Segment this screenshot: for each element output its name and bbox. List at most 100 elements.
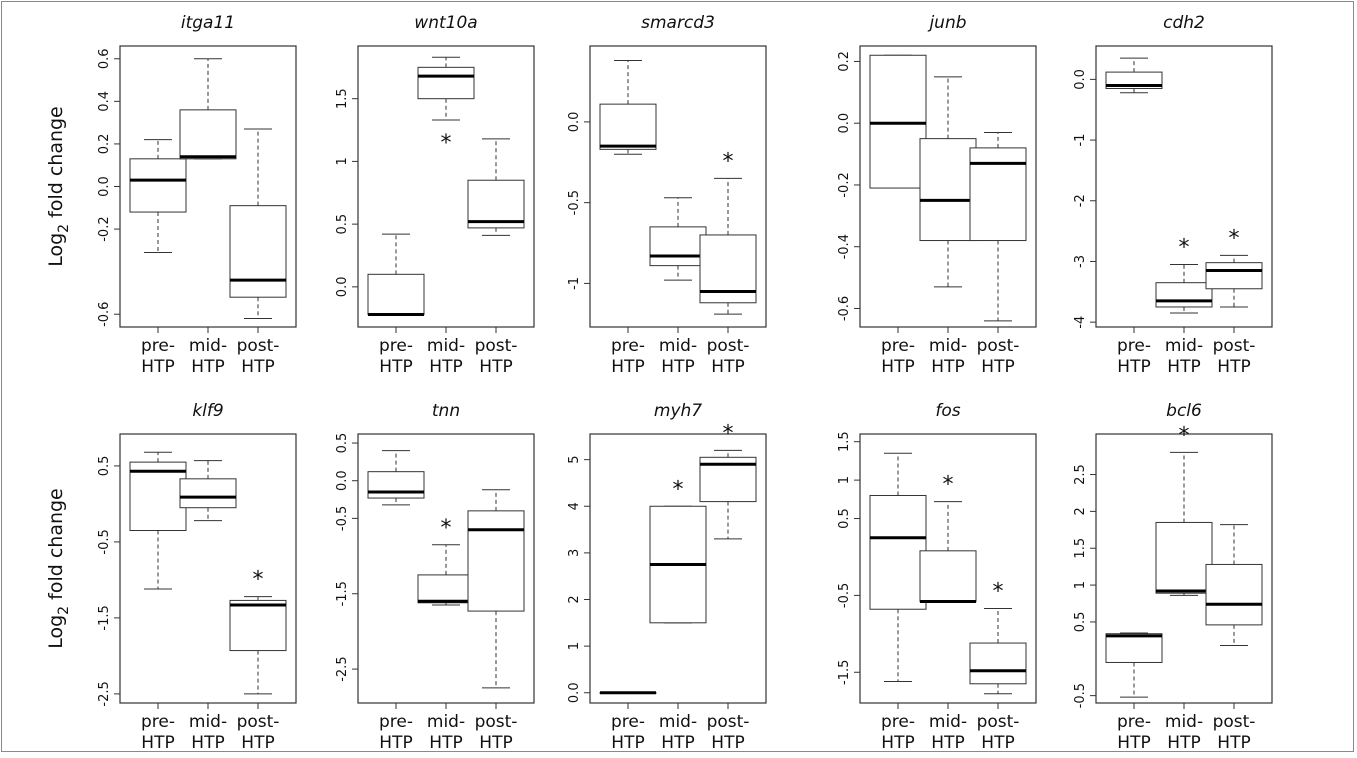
x-tick-label: HTP xyxy=(611,357,644,377)
y-tick-label: -2.5 xyxy=(335,656,350,681)
y-tick-label: -0.2 xyxy=(97,216,112,241)
x-tick-label: HTP xyxy=(1217,357,1250,377)
y-tick-label: 4 xyxy=(567,502,582,510)
box-iqr xyxy=(467,179,525,229)
y-tick-label: 2 xyxy=(567,595,582,603)
y-tick-label: -1.5 xyxy=(837,660,852,685)
box-pre-HTP xyxy=(1105,632,1163,698)
significance-star: * xyxy=(723,421,734,446)
x-tick-label: HTP xyxy=(479,733,512,753)
y-tick-label: 0.2 xyxy=(837,51,852,72)
x-tick-label: mid- xyxy=(189,712,227,732)
box-post-HTP: * xyxy=(229,568,287,695)
box-iqr xyxy=(869,54,927,189)
box-iqr xyxy=(417,574,475,604)
y-tick-label: 0.0 xyxy=(567,682,582,703)
panel-title: fos xyxy=(935,401,960,421)
x-tick-label: pre- xyxy=(141,336,175,356)
y-tick-label: 1.5 xyxy=(335,88,350,109)
box-iqr xyxy=(179,109,237,160)
box-post-HTP xyxy=(969,131,1027,322)
y-tick-label: -0.5 xyxy=(1073,683,1088,708)
box-post-HTP: * xyxy=(699,149,757,315)
box-iqr xyxy=(367,471,425,499)
y-tick-label: -0.5 xyxy=(837,583,852,608)
panel-itga11: itga11-0.6-0.20.00.20.40.6pre-HTPmid-HTP… xyxy=(97,13,297,377)
x-tick-label: pre- xyxy=(1117,336,1151,356)
y-tick-label: 0.0 xyxy=(837,113,852,134)
y-tick-label: 0.4 xyxy=(97,91,112,112)
box-iqr xyxy=(179,478,237,509)
x-tick-label: HTP xyxy=(479,357,512,377)
x-tick-label: HTP xyxy=(379,357,412,377)
x-tick-label: HTP xyxy=(379,733,412,753)
significance-star: * xyxy=(673,477,684,502)
box-iqr xyxy=(919,138,977,242)
panel-title: myh7 xyxy=(654,401,702,421)
box-iqr xyxy=(969,642,1027,685)
y-tick-label: 0.2 xyxy=(97,134,112,155)
y-tick-label: -2.5 xyxy=(97,681,112,706)
box-mid-HTP: * xyxy=(919,473,977,604)
y-tick-label: 0.5 xyxy=(335,214,350,235)
panel-bcl6: bcl6-0.50.511.522.5pre-HTP*mid-HTPpost-H… xyxy=(1073,401,1273,753)
x-tick-label: HTP xyxy=(931,357,964,377)
x-tick-label: HTP xyxy=(191,733,224,753)
box-pre-HTP xyxy=(869,54,927,189)
x-tick-label: post- xyxy=(1213,336,1256,356)
box-iqr xyxy=(1155,282,1213,308)
panel-title: klf9 xyxy=(192,401,223,421)
x-tick-label: mid- xyxy=(427,336,465,356)
box-iqr xyxy=(129,158,187,213)
box-iqr xyxy=(649,226,707,267)
box-iqr xyxy=(969,147,1027,242)
box-iqr xyxy=(599,103,657,150)
x-tick-label: mid- xyxy=(659,712,697,732)
y-tick-label: -1.5 xyxy=(97,605,112,630)
panel-title: wnt10a xyxy=(414,13,477,33)
y-tick-label: 5 xyxy=(567,456,582,464)
x-tick-label: HTP xyxy=(429,357,462,377)
box-post-HTP: * xyxy=(699,421,757,540)
significance-star: * xyxy=(723,149,734,174)
x-tick-label: mid- xyxy=(1165,712,1203,732)
box-iqr xyxy=(229,599,287,652)
x-tick-label: pre- xyxy=(611,712,645,732)
box-iqr xyxy=(919,550,977,603)
box-mid-HTP: * xyxy=(1155,423,1213,596)
y-tick-label: 3 xyxy=(567,549,582,557)
box-pre-HTP xyxy=(129,139,187,253)
x-tick-label: HTP xyxy=(1117,733,1150,753)
x-tick-label: pre- xyxy=(379,712,413,732)
y-tick-label: -0.5 xyxy=(97,529,112,554)
y-tick-label: 1.5 xyxy=(837,431,852,452)
box-mid-HTP: * xyxy=(417,56,475,156)
x-tick-label: pre- xyxy=(379,336,413,356)
box-mid-HTP xyxy=(179,460,237,522)
y-tick-label: -1 xyxy=(1073,134,1088,147)
y-tick-label: -0.6 xyxy=(837,296,852,321)
x-tick-label: post- xyxy=(237,336,280,356)
x-tick-label: HTP xyxy=(429,733,462,753)
panel-junb: junb-0.6-0.4-0.20.00.2pre-HTPmid-HTPpost… xyxy=(837,13,1037,377)
x-tick-label: HTP xyxy=(141,733,174,753)
x-tick-label: post- xyxy=(977,712,1020,732)
y-tick-label: 0.5 xyxy=(97,456,112,477)
x-tick-label: HTP xyxy=(661,357,694,377)
x-tick-label: HTP xyxy=(711,733,744,753)
x-tick-label: HTP xyxy=(241,733,274,753)
significance-star: * xyxy=(253,568,264,593)
y-tick-label: 1.5 xyxy=(1073,538,1088,559)
y-tick-label: 0.0 xyxy=(567,112,582,133)
y-axis-label-row-1: Log2 fold change xyxy=(45,106,72,267)
x-tick-label: HTP xyxy=(981,733,1014,753)
box-pre-HTP xyxy=(129,451,187,590)
y-tick-label: -0.5 xyxy=(335,506,350,531)
box-post-HTP: * xyxy=(1205,226,1263,308)
x-tick-label: HTP xyxy=(141,357,174,377)
x-tick-label: pre- xyxy=(881,336,915,356)
box-pre-HTP xyxy=(1105,57,1163,94)
x-tick-label: HTP xyxy=(881,733,914,753)
y-tick-label: 0.0 xyxy=(335,277,350,298)
